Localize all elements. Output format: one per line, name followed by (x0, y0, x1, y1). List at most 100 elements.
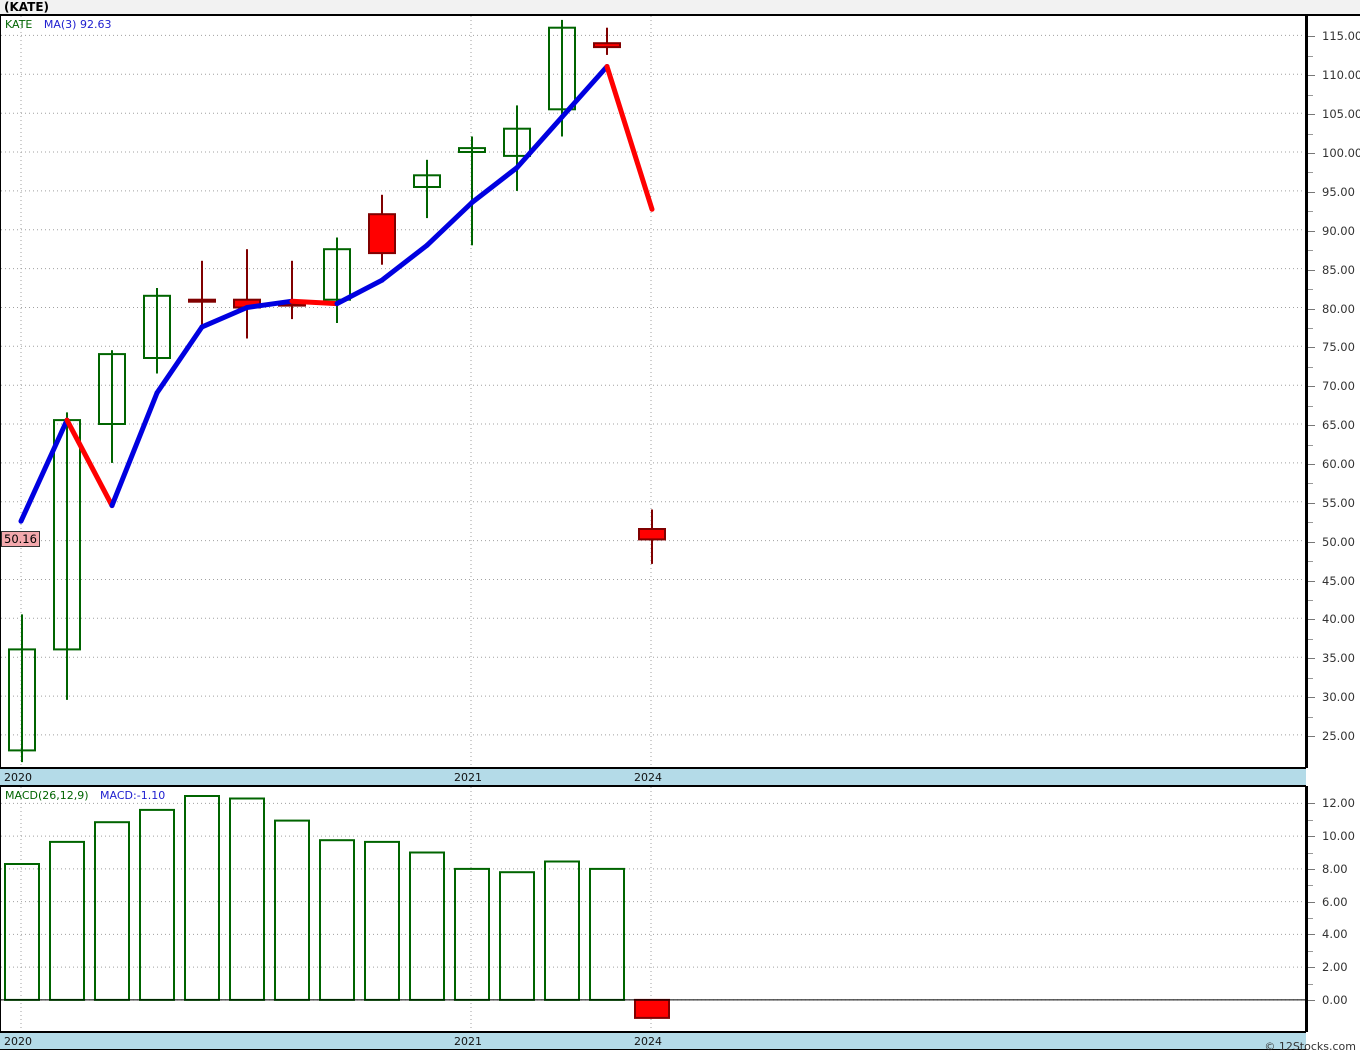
price-axis-minor-tick (1308, 561, 1313, 562)
price-axis-label: 60.00 (1322, 456, 1355, 471)
candle-body[interactable] (548, 26, 576, 111)
title-bar: (KATE) (0, 0, 1360, 16)
price-chart-panel[interactable]: KATE MA(3) 92.63 (0, 16, 1306, 768)
candle-body[interactable] (458, 147, 486, 154)
macd-axis-tick (1308, 934, 1315, 936)
macd-bar[interactable] (499, 871, 535, 1001)
macd-bar[interactable] (94, 821, 130, 1001)
ma-segment (154, 324, 205, 396)
ma-segment (334, 277, 385, 307)
macd-axis-label: 10.00 (1322, 829, 1355, 844)
price-value-axis: 115.00 110.00 105.00 100.00 95.00 90.00 85.00 8… (1306, 16, 1360, 768)
price-axis-minor-tick (1308, 55, 1313, 57)
price-axis-tick (1308, 580, 1315, 582)
macd-bar[interactable] (454, 867, 490, 1001)
price-axis-minor-tick (1308, 522, 1313, 524)
price-axis-label: 45.00 (1322, 573, 1355, 588)
price-axis-tick (1308, 697, 1315, 699)
price-axis-label: 30.00 (1322, 690, 1355, 705)
price-axis-label: 40.00 (1322, 612, 1355, 627)
candle-body[interactable] (143, 294, 171, 359)
price-axis-label: 25.00 (1322, 728, 1355, 743)
candle-body[interactable] (638, 528, 666, 541)
price-axis-label: 55.00 (1322, 495, 1355, 510)
price-axis-label: 110.00 (1322, 68, 1360, 83)
price-axis-tick (1308, 347, 1315, 349)
price-axis-label: 80.00 (1322, 301, 1355, 316)
macd-value-axis: 12.00 10.00 8.00 6.00 4.00 2.00 0.00 (1306, 786, 1360, 1032)
macd-axis-tick (1308, 999, 1315, 1001)
candle[interactable] (278, 260, 306, 320)
macd-axis-minor-tick (1308, 819, 1313, 821)
price-axis-minor-tick (1308, 638, 1313, 640)
macd-bar[interactable] (589, 867, 625, 1001)
price-axis-label: 70.00 (1322, 379, 1355, 394)
price-plot-area[interactable] (1, 16, 1305, 767)
macd-bar[interactable] (229, 797, 265, 1001)
candle-body[interactable] (593, 42, 621, 49)
ma-segment (514, 114, 565, 171)
macd-axis-tick (1308, 836, 1315, 838)
macd-axis-tick (1308, 967, 1315, 969)
price-legend: KATE MA(3) 92.63 (5, 18, 111, 31)
candle[interactable] (368, 194, 396, 265)
candle-body[interactable] (413, 174, 441, 189)
candle-body[interactable] (188, 298, 216, 303)
macd-bar[interactable] (409, 851, 445, 1001)
candlestick-series[interactable] (8, 19, 666, 763)
macd-bar[interactable] (319, 839, 355, 1001)
ma-segment (109, 390, 160, 509)
candle-body[interactable] (323, 248, 351, 301)
price-axis-tick (1308, 541, 1315, 543)
price-axis-tick (1308, 735, 1315, 737)
macd-bar[interactable] (274, 819, 310, 1001)
price-legend-symbol: KATE (5, 18, 33, 31)
candle[interactable] (638, 509, 666, 564)
candle-body[interactable] (368, 213, 396, 255)
price-axis-minor-tick (1308, 444, 1313, 446)
macd-bar[interactable] (49, 840, 85, 1001)
macd-chart-panel[interactable]: MACD(26,12,9) MACD:-1.10 (0, 786, 1306, 1032)
candle[interactable] (458, 136, 486, 246)
ma-segment (559, 64, 610, 120)
candle[interactable] (188, 260, 216, 327)
macd-bar[interactable] (544, 860, 580, 1001)
price-axis-tick (1308, 425, 1315, 426)
candle[interactable] (413, 159, 441, 219)
candle[interactable] (593, 27, 621, 55)
candle[interactable] (98, 350, 126, 463)
current-price-tag: 50.16 (1, 531, 40, 548)
macd-bar[interactable] (139, 808, 175, 1001)
candle[interactable] (233, 249, 261, 339)
macd-axis-label: 0.00 (1322, 992, 1348, 1007)
price-axis-minor-tick (1308, 94, 1313, 96)
macd-bar[interactable] (4, 863, 40, 1001)
candle-body[interactable] (503, 127, 531, 157)
copyright-footer: © 12Stocks.com (1264, 1040, 1356, 1053)
price-axis-minor-tick (1308, 599, 1313, 601)
price-axis-minor-tick (1308, 366, 1313, 368)
candle[interactable] (503, 105, 531, 191)
macd-bar[interactable] (364, 840, 400, 1001)
ma-segment (424, 200, 475, 248)
macd-bar[interactable] (634, 998, 670, 1019)
candle-body[interactable] (98, 353, 126, 426)
macd-axis-minor-tick (1308, 983, 1313, 985)
macd-histogram[interactable] (4, 795, 670, 1019)
candle[interactable] (8, 614, 36, 763)
candle-body[interactable] (8, 648, 36, 752)
macd-axis-tick (1308, 901, 1315, 903)
price-date-label: 2021 (454, 771, 482, 784)
macd-date-label: 2021 (454, 1035, 482, 1048)
macd-plot-area[interactable] (1, 787, 1305, 1031)
price-axis-minor-tick (1308, 327, 1313, 329)
macd-bar[interactable] (184, 795, 220, 1001)
candle[interactable] (323, 237, 351, 324)
price-axis-tick (1308, 36, 1315, 38)
price-axis-tick (1308, 153, 1315, 154)
price-axis-label: 90.00 (1322, 223, 1355, 238)
price-axis-minor-tick (1308, 289, 1313, 290)
candle[interactable] (143, 288, 171, 374)
price-axis-tick (1308, 230, 1315, 232)
price-axis-tick (1308, 386, 1315, 388)
